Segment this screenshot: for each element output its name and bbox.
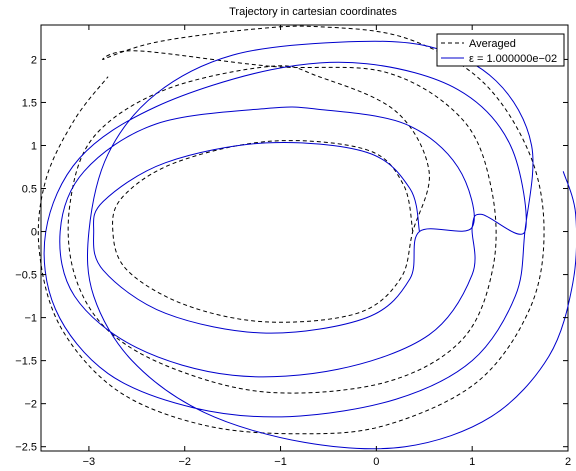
y-tick-label: −2 bbox=[24, 399, 37, 411]
x-tick-label: −3 bbox=[83, 456, 96, 468]
ticks-layer: −3 −2 −1 0 1 2 2 1.5 1 0.5 0 −0.5 −1 −1.5 −2 −2.5 bbox=[15, 25, 571, 468]
legend-box bbox=[436, 33, 565, 67]
y-tick-label: 1.5 bbox=[22, 97, 37, 109]
legend-label-averaged: Averaged bbox=[469, 38, 516, 50]
x-tick-label: 0 bbox=[373, 456, 379, 468]
y-tick-label: −2.5 bbox=[15, 442, 37, 454]
y-tick-label: 2 bbox=[31, 54, 37, 66]
x-tick-label: 2 bbox=[565, 456, 571, 468]
chart-title: Trajectory in cartesian coordinates bbox=[229, 6, 397, 18]
y-tick-label: −1 bbox=[24, 313, 37, 325]
y-tick-label: −1.5 bbox=[15, 356, 37, 368]
legend-label-epsilon: ε = 1.000000e−02 bbox=[469, 53, 557, 65]
x-tick-label: −1 bbox=[274, 456, 287, 468]
x-tick-label: 1 bbox=[469, 456, 475, 468]
y-tick-label: 1 bbox=[31, 140, 37, 152]
legend: Averaged ε = 1.000000e−02 bbox=[436, 33, 565, 67]
x-tick-label: −2 bbox=[178, 456, 191, 468]
series-epsilon-line bbox=[43, 40, 576, 450]
series-layer bbox=[37, 25, 576, 450]
y-tick-label: 0 bbox=[31, 227, 37, 239]
y-tick-label: 0.5 bbox=[22, 184, 37, 196]
y-tick-label: −0.5 bbox=[15, 270, 37, 282]
